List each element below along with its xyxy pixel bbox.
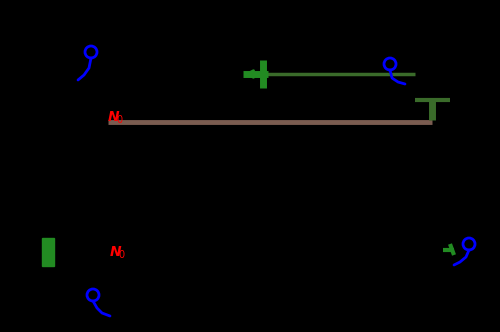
Bar — [42, 238, 54, 266]
Text: N: N — [108, 110, 120, 124]
Text: N: N — [110, 245, 122, 259]
Text: 0: 0 — [118, 250, 124, 260]
Text: 0: 0 — [116, 115, 122, 125]
